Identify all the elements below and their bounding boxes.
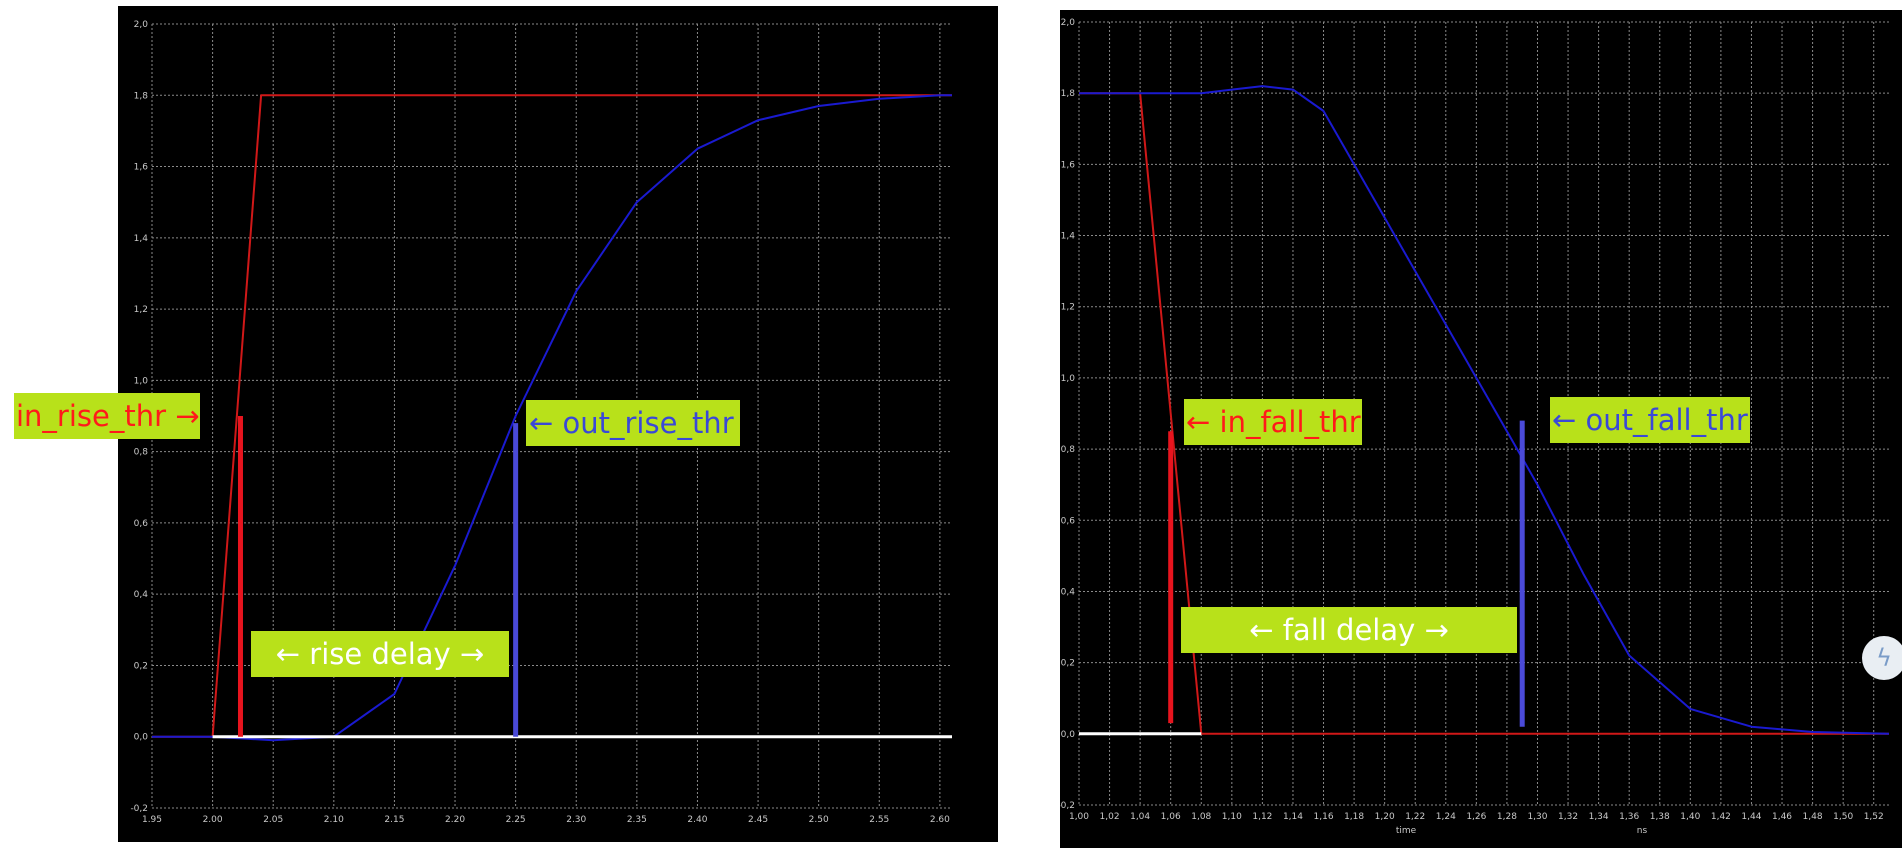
x-tick-label: 2.10: [324, 815, 344, 825]
rise-delay-label: ← rise delay →: [251, 631, 509, 677]
x-tick-label: 2.55: [869, 815, 889, 825]
x-tick-label: 1,22: [1405, 812, 1425, 822]
x-axis-unit: ns: [1637, 826, 1648, 836]
y-tick-label: 1,0: [1061, 374, 1076, 384]
x-tick-label: 1,30: [1527, 812, 1547, 822]
in-rise-thr-label: in_rise_thr →: [14, 393, 200, 439]
y-tick-label: 1,4: [134, 234, 149, 244]
x-tick-label: 2.45: [748, 815, 768, 825]
y-tick-label: 0,6: [134, 519, 149, 529]
y-tick-label: 1,6: [1061, 160, 1076, 170]
x-tick-label: 1,14: [1283, 812, 1303, 822]
y-tick-label: 1,6: [134, 163, 149, 173]
x-tick-label: 2.35: [627, 815, 647, 825]
y-tick-label: 1,2: [134, 305, 148, 315]
x-tick-label: 1,40: [1680, 812, 1700, 822]
fall-plot-canvas: 1,00 1,02 1,04 1,06 1,08 1,10 1,12 1,14 1,16 1,18…: [1060, 18, 1890, 836]
x-tick-label: 2.20: [445, 815, 465, 825]
series-line: [1079, 85, 1890, 735]
y-tick-label: 0,2: [134, 661, 148, 671]
in-fall-thr-label: ← in_fall_thr: [1184, 399, 1362, 445]
x-tick-label: 1,36: [1619, 812, 1639, 822]
y-tick-label: 1,0: [134, 376, 149, 386]
series-line: [152, 94, 952, 742]
x-tick-label: 1,20: [1375, 812, 1395, 822]
rise-delay-plot: 1.95 2.00 2.05 2.10 2.15 2.20 2.25 2.30 2.35 2.40…: [118, 6, 998, 842]
y-tick-label: 0,0: [134, 733, 149, 743]
x-tick-label: 1,46: [1772, 812, 1792, 822]
x-tick-label: 1,26: [1466, 812, 1486, 822]
y-tick-label: -0,2: [130, 804, 148, 814]
x-tick-label: 1,28: [1497, 812, 1517, 822]
y-tick-label: 1,8: [1061, 89, 1076, 99]
x-tick-label: 1,16: [1314, 812, 1334, 822]
x-tick-label: 1,24: [1436, 812, 1456, 822]
x-tick-label: 2.15: [384, 815, 404, 825]
bolt-logo-icon: ϟ: [1862, 636, 1902, 680]
out-fall-thr-label: ← out_fall_thr: [1550, 397, 1750, 443]
y-tick-label: 0,4: [134, 590, 149, 600]
x-tick-label: 1,18: [1344, 812, 1364, 822]
y-tick-label: 1,8: [134, 91, 149, 101]
x-tick-label: 2.05: [263, 815, 283, 825]
x-tick-label: 1,44: [1741, 812, 1761, 822]
x-tick-label: 1,32: [1558, 812, 1578, 822]
x-axis-label: time: [1396, 826, 1417, 836]
x-tick-label: 1,12: [1252, 812, 1272, 822]
x-tick-label: 1,04: [1130, 812, 1150, 822]
x-tick-label: 2.40: [687, 815, 707, 825]
y-tick-label: 0,4: [1061, 587, 1076, 597]
y-tick-label: 2,0: [1061, 18, 1076, 28]
x-tick-label: 2.50: [809, 815, 829, 825]
x-tick-label: 2.00: [203, 815, 223, 825]
y-tick-label: 2,0: [134, 20, 149, 30]
x-tick-label: 1,02: [1100, 812, 1120, 822]
x-tick-label: 1,50: [1833, 812, 1853, 822]
y-tick-label: 0,0: [1061, 730, 1076, 740]
x-tick-label: 2.30: [566, 815, 586, 825]
y-tick-label: -0,2: [1060, 801, 1075, 811]
x-tick-label: 1,38: [1650, 812, 1670, 822]
y-tick-label: 0,2: [1061, 659, 1075, 669]
x-tick-label: 2.25: [506, 815, 526, 825]
x-tick-label: 1,42: [1711, 812, 1731, 822]
x-tick-label: 1.95: [142, 815, 162, 825]
y-tick-label: 1,4: [1061, 232, 1076, 242]
x-tick-label: 1,52: [1864, 812, 1884, 822]
x-tick-label: 2.60: [930, 815, 950, 825]
fall-delay-label: ← fall delay →: [1181, 607, 1517, 653]
x-tick-label: 1,06: [1161, 812, 1181, 822]
x-tick-label: 1,08: [1191, 812, 1211, 822]
x-tick-label: 1,34: [1589, 812, 1609, 822]
y-tick-label: 0,8: [134, 448, 149, 458]
y-tick-label: 0,8: [1061, 445, 1076, 455]
y-tick-label: 1,2: [1061, 303, 1075, 313]
out-rise-thr-label: ← out_rise_thr: [526, 400, 740, 446]
x-tick-label: 1,10: [1222, 812, 1242, 822]
x-tick-label: 1,48: [1803, 812, 1823, 822]
y-tick-label: 0,6: [1061, 516, 1076, 526]
x-tick-label: 1,00: [1069, 812, 1089, 822]
